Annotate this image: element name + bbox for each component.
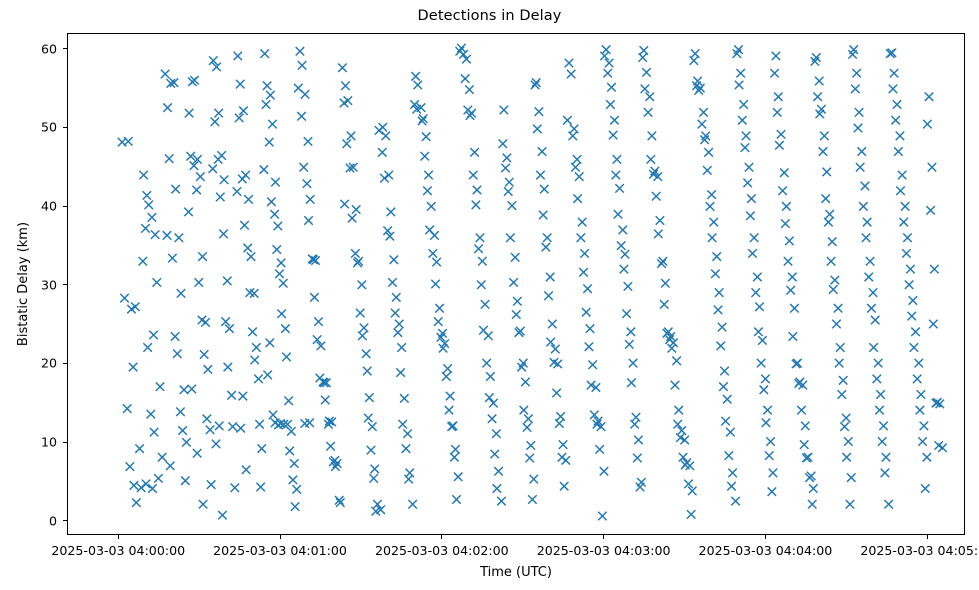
- y-tick-mark: [63, 362, 67, 365]
- x-tick-label: 2025-03-03 04:04:00: [698, 543, 833, 558]
- y-tick-mark: [63, 284, 67, 286]
- x-tick-label: 2025-03-03 04:00:00: [51, 543, 186, 558]
- x-tick-label: 2025-03-03 04:02:00: [374, 543, 509, 558]
- x-tick-mark: [926, 535, 928, 539]
- plot-area: [67, 33, 965, 535]
- x-tick-label: 2025-03-03 04:05:00: [860, 543, 979, 558]
- y-tick-label: 10: [40, 434, 57, 450]
- y-tick-mark: [63, 520, 67, 522]
- y-tick-mark: [63, 126, 67, 128]
- x-tick-mark: [603, 535, 605, 539]
- x-tick-mark: [279, 535, 281, 539]
- page-title: Detections in Delay: [417, 8, 562, 24]
- x-tick-mark: [441, 535, 443, 539]
- y-tick-label: 40: [40, 198, 57, 214]
- y-tick-label: 60: [40, 41, 57, 57]
- y-tick-label: 30: [40, 277, 57, 293]
- scatter-series: [117, 43, 948, 521]
- y-tick-mark: [63, 441, 67, 443]
- y-tick-label: 20: [40, 355, 57, 371]
- x-tick-mark: [764, 535, 766, 539]
- y-tick-mark: [63, 48, 67, 50]
- y-axis-label: Bistatic Delay (km): [16, 221, 31, 347]
- x-tick-label: 2025-03-03 04:03:00: [536, 543, 671, 558]
- y-tick-label: 0: [48, 513, 57, 529]
- x-axis-label: Time (UTC): [480, 565, 552, 580]
- y-tick-label: 50: [40, 119, 57, 135]
- x-tick-mark: [117, 535, 119, 539]
- x-tick-label: 2025-03-03 04:01:00: [213, 543, 347, 558]
- y-tick-mark: [63, 205, 67, 207]
